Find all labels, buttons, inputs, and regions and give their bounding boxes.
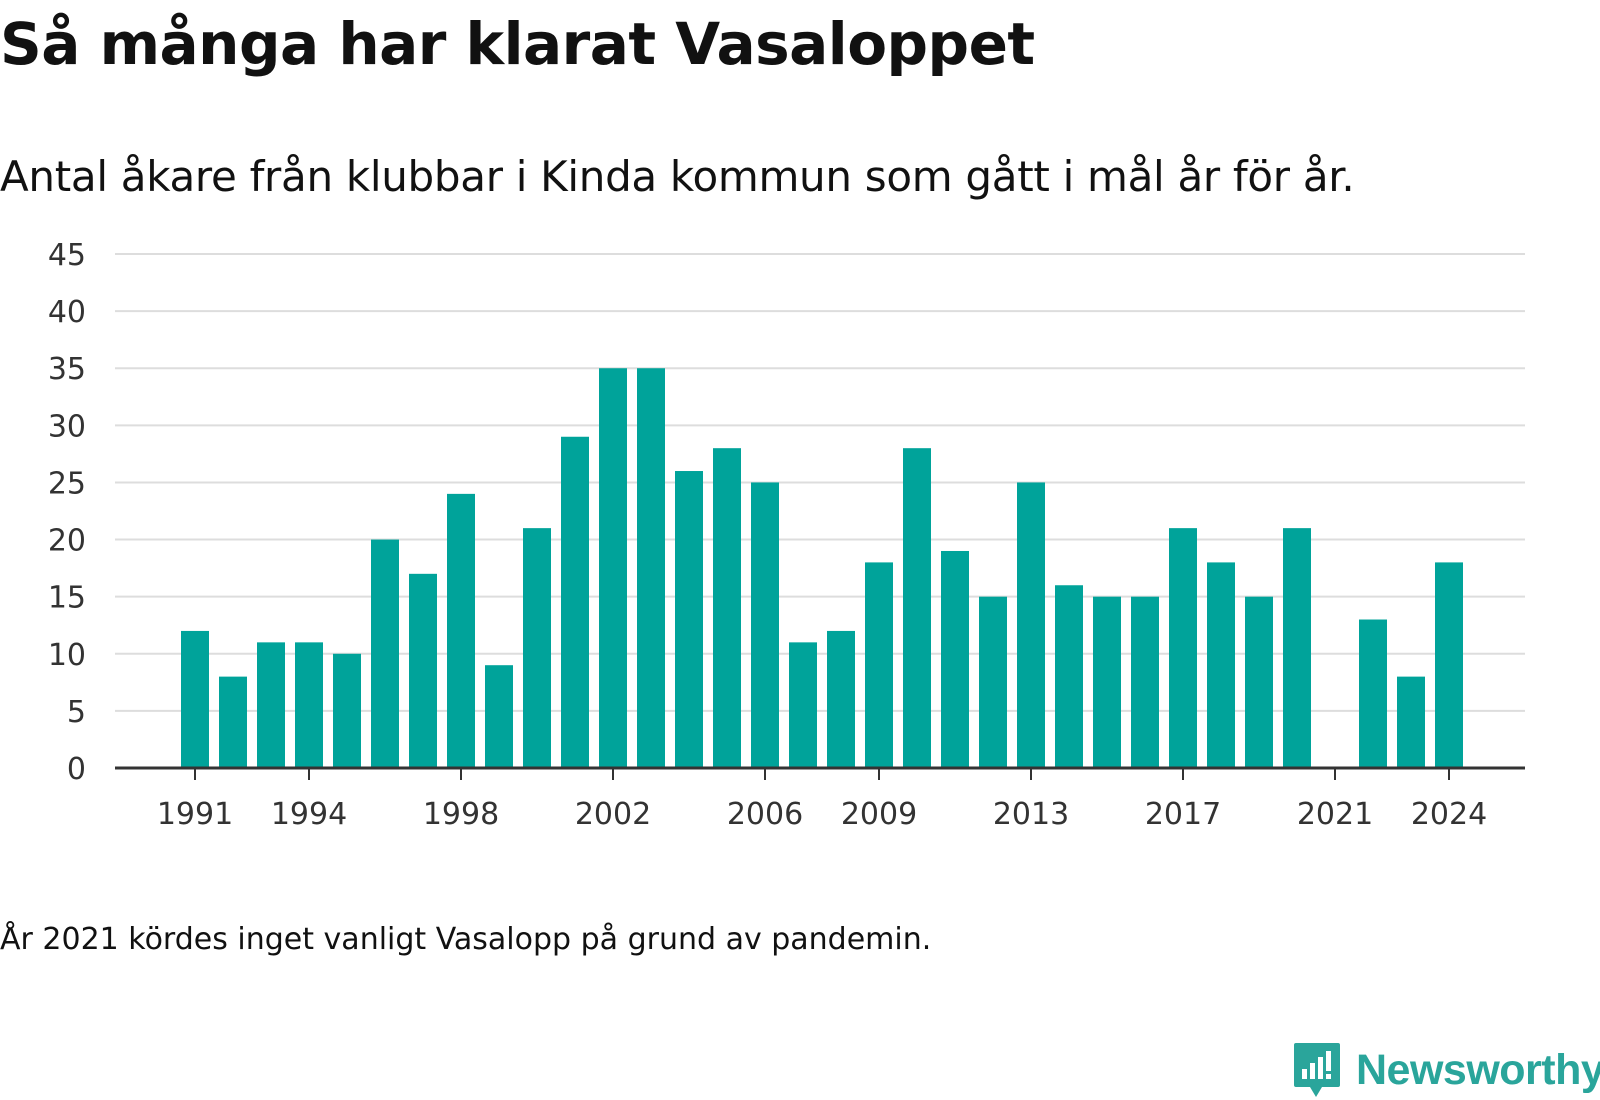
x-tick-label: 2002 bbox=[575, 797, 651, 832]
bar-2008 bbox=[827, 630, 855, 768]
bar-2004 bbox=[675, 471, 703, 768]
y-axis-ticks: 0 5 10 15 20 25 30 35 40 45 bbox=[48, 238, 86, 787]
newsworthy-logo-icon bbox=[1294, 1043, 1340, 1097]
y-tick-label: 10 bbox=[48, 638, 86, 673]
x-tick-label: 1991 bbox=[157, 797, 233, 832]
y-tick-label: 15 bbox=[48, 581, 86, 616]
grid-lines bbox=[115, 253, 1525, 712]
bar-2013 bbox=[1017, 482, 1045, 768]
x-tick-label: 2024 bbox=[1411, 797, 1487, 832]
x-tick-label: 2009 bbox=[841, 797, 917, 832]
bar-2007 bbox=[789, 642, 817, 768]
x-tick-label: 2021 bbox=[1297, 797, 1373, 832]
chart-title: Så många har klarat Vasaloppet bbox=[0, 10, 1035, 78]
bar-2000 bbox=[523, 528, 551, 768]
bar-2022 bbox=[1359, 619, 1387, 768]
bar-1991 bbox=[181, 630, 209, 768]
bar-2002 bbox=[599, 368, 627, 768]
chart-subtitle: Antal åkare från klubbar i Kinda kommun … bbox=[0, 152, 1355, 201]
bar-2001 bbox=[561, 436, 589, 768]
bar-2015 bbox=[1093, 596, 1121, 768]
bars bbox=[181, 368, 1463, 768]
bar-2020 bbox=[1283, 528, 1311, 768]
x-tick-label: 2006 bbox=[727, 797, 803, 832]
bar-1993 bbox=[257, 642, 285, 768]
y-tick-label: 35 bbox=[48, 352, 86, 387]
y-tick-label: 25 bbox=[48, 466, 86, 501]
bar-chart: 0 5 10 15 20 25 30 35 40 45 1991 1994 1998 2002 2006 2… bbox=[48, 238, 1525, 832]
bar-2010 bbox=[903, 448, 931, 768]
bar-2006 bbox=[751, 482, 779, 768]
bar-2014 bbox=[1055, 585, 1083, 768]
bar-2012 bbox=[979, 596, 1007, 768]
bar-2016 bbox=[1131, 596, 1159, 768]
bar-2005 bbox=[713, 448, 741, 768]
bar-2019 bbox=[1245, 596, 1273, 768]
x-tick-label: 1998 bbox=[423, 797, 499, 832]
bar-2011 bbox=[941, 550, 969, 768]
x-tick-label: 1994 bbox=[271, 797, 347, 832]
bar-2023 bbox=[1397, 676, 1425, 768]
x-tick-label: 2017 bbox=[1145, 797, 1221, 832]
brand-name: Newsworthy bbox=[1356, 1045, 1600, 1094]
bar-2003 bbox=[637, 368, 665, 768]
footnote: År 2021 kördes inget vanligt Vasalopp på… bbox=[0, 922, 932, 957]
brand-logo: Newsworthy bbox=[1292, 1040, 1600, 1100]
bar-2018 bbox=[1207, 562, 1235, 768]
y-tick-label: 0 bbox=[67, 752, 86, 787]
bar-1999 bbox=[485, 665, 513, 768]
y-tick-label: 20 bbox=[48, 524, 86, 559]
bar-1996 bbox=[371, 539, 399, 768]
bar-2017 bbox=[1169, 528, 1197, 768]
y-tick-label: 45 bbox=[48, 238, 86, 273]
x-axis: 1991 1994 1998 2002 2006 2009 2013 2017 2021 2024 bbox=[115, 766, 1525, 832]
bar-1997 bbox=[409, 573, 437, 768]
bar-1992 bbox=[219, 676, 247, 768]
x-tick-label: 2013 bbox=[993, 797, 1069, 832]
y-tick-label: 5 bbox=[67, 695, 86, 730]
bar-1994 bbox=[295, 642, 323, 768]
y-tick-label: 30 bbox=[48, 409, 86, 444]
bar-1995 bbox=[333, 653, 361, 768]
bar-2009 bbox=[865, 562, 893, 768]
bar-1998 bbox=[447, 493, 475, 768]
bar-2024 bbox=[1435, 562, 1463, 768]
y-tick-label: 40 bbox=[48, 295, 86, 330]
